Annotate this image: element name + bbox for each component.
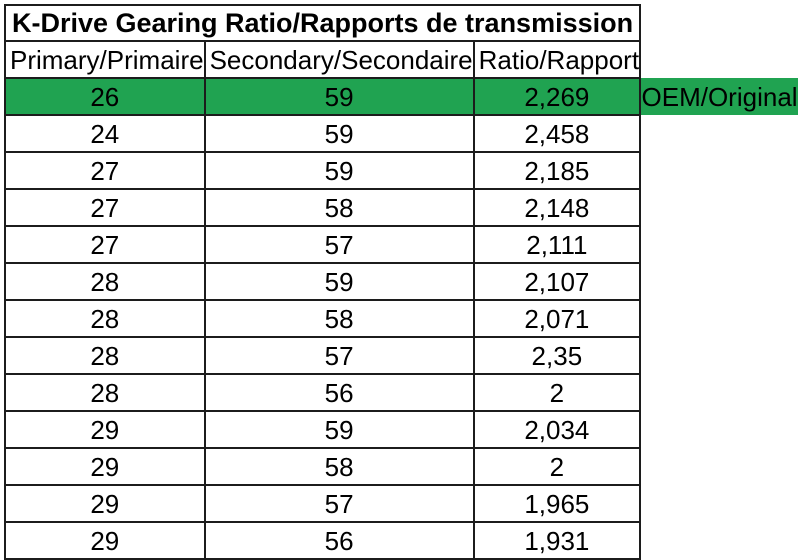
empty-cell <box>640 189 799 226</box>
empty-cell <box>640 485 799 522</box>
empty-cell <box>640 522 799 559</box>
spreadsheet-area: K-Drive Gearing Ratio/Rapports de transm… <box>3 4 800 560</box>
ratio-cell: 2,458 <box>472 114 642 153</box>
secondary-cell: 57 <box>203 225 475 264</box>
ratio-cell: 2,269 <box>472 77 642 116</box>
oem-note-cell: OEM/Original <box>640 78 799 115</box>
empty-cell <box>640 263 799 300</box>
ratio-cell: 2,111 <box>472 225 642 264</box>
table-row: 28 57 2,35 <box>4 336 799 375</box>
secondary-cell: 59 <box>203 114 475 153</box>
ratio-cell: 2,107 <box>472 262 642 301</box>
ratio-cell: 2,034 <box>472 410 642 449</box>
secondary-cell: 56 <box>203 373 475 412</box>
empty-cell <box>640 448 799 485</box>
table-row: 28 56 2 <box>4 373 799 412</box>
secondary-cell: 59 <box>203 151 475 190</box>
ratio-cell: 1,931 <box>472 521 642 560</box>
ratio-cell: 1,965 <box>472 484 642 523</box>
secondary-cell: 57 <box>203 336 475 375</box>
empty-cell <box>640 41 799 78</box>
ratio-cell: 2 <box>472 447 642 486</box>
column-header-secondary: Secondary/Secondaire <box>203 40 475 79</box>
primary-cell: 29 <box>4 521 206 560</box>
table-row: 29 56 1,931 <box>4 521 799 560</box>
table-row-oem-highlight: 26 59 2,269 OEM/Original <box>4 77 799 116</box>
primary-cell: 28 <box>4 373 206 412</box>
empty-cell <box>640 5 799 41</box>
secondary-cell: 59 <box>203 410 475 449</box>
primary-cell: 27 <box>4 225 206 264</box>
table-row: 28 58 2,071 <box>4 299 799 338</box>
table-row: 24 59 2,458 <box>4 114 799 153</box>
primary-cell: 27 <box>4 151 206 190</box>
secondary-cell: 58 <box>203 447 475 486</box>
secondary-cell: 58 <box>203 188 475 227</box>
empty-cell <box>640 152 799 189</box>
primary-cell: 24 <box>4 114 206 153</box>
ratio-cell: 2 <box>472 373 642 412</box>
table-row: 29 57 1,965 <box>4 484 799 523</box>
ratio-cell: 2,071 <box>472 299 642 338</box>
table-row: 28 59 2,107 <box>4 262 799 301</box>
empty-cell <box>640 115 799 152</box>
table-title: K-Drive Gearing Ratio/Rapports de transm… <box>3 4 642 42</box>
secondary-cell: 58 <box>203 299 475 338</box>
primary-cell: 28 <box>4 336 206 375</box>
primary-cell: 27 <box>4 188 206 227</box>
empty-cell <box>640 374 799 411</box>
primary-cell: 29 <box>4 484 206 523</box>
column-header-primary: Primary/Primaire <box>4 40 206 79</box>
table-row: 27 59 2,185 <box>4 151 799 190</box>
table-row: 29 59 2,034 <box>4 410 799 449</box>
empty-cell <box>640 411 799 448</box>
table-row: 29 58 2 <box>4 447 799 486</box>
table-row: 27 57 2,111 <box>4 225 799 264</box>
gearing-table: K-Drive Gearing Ratio/Rapports de transm… <box>3 4 800 560</box>
primary-cell: 28 <box>4 262 206 301</box>
table-row: 27 58 2,148 <box>4 188 799 227</box>
ratio-cell: 2,35 <box>472 336 642 375</box>
title-row: K-Drive Gearing Ratio/Rapports de transm… <box>3 4 799 42</box>
ratio-cell: 2,148 <box>472 188 642 227</box>
empty-cell <box>640 226 799 263</box>
empty-cell <box>640 337 799 374</box>
ratio-cell: 2,185 <box>472 151 642 190</box>
secondary-cell: 57 <box>203 484 475 523</box>
primary-cell: 29 <box>4 447 206 486</box>
primary-cell: 29 <box>4 410 206 449</box>
primary-cell: 28 <box>4 299 206 338</box>
secondary-cell: 56 <box>203 521 475 560</box>
empty-cell <box>640 300 799 337</box>
column-header-ratio: Ratio/Rapport <box>472 40 642 79</box>
header-row: Primary/Primaire Secondary/Secondaire Ra… <box>4 40 799 79</box>
secondary-cell: 59 <box>203 77 475 116</box>
secondary-cell: 59 <box>203 262 475 301</box>
primary-cell: 26 <box>4 77 206 116</box>
